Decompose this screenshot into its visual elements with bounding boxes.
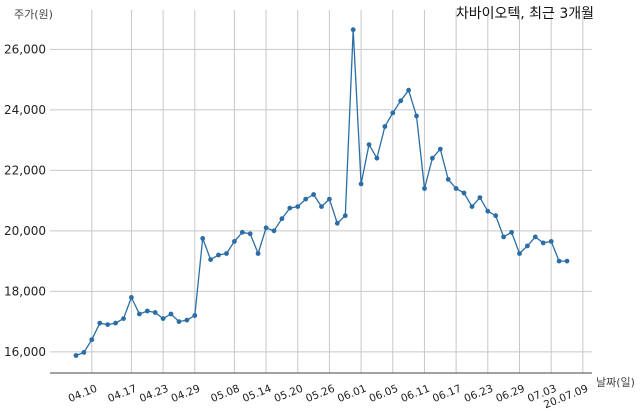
data-point <box>430 155 435 161</box>
data-point <box>224 251 229 256</box>
data-point <box>327 196 332 202</box>
data-point <box>319 204 324 210</box>
x-tick-label: 06.23 <box>463 383 495 405</box>
data-point <box>501 234 506 240</box>
data-point <box>532 234 538 240</box>
data-point <box>517 251 522 256</box>
data-point <box>232 239 237 244</box>
data-point <box>295 204 301 210</box>
data-point <box>437 146 443 152</box>
price-points <box>73 27 570 358</box>
y-tick-label: 26,000 <box>4 42 46 56</box>
x-tick-label: 06.17 <box>431 383 463 405</box>
data-point <box>81 350 87 355</box>
x-axis-title: 날짜(일) <box>596 375 635 389</box>
data-point <box>239 229 245 235</box>
data-point <box>342 213 348 219</box>
data-point <box>287 205 293 211</box>
data-point <box>192 313 198 318</box>
x-tick-label: 05.20 <box>272 383 304 405</box>
x-tick-label: 06.29 <box>494 383 526 405</box>
data-point <box>453 186 459 191</box>
y-tick-label: 24,000 <box>4 103 46 117</box>
x-tick-label: 05.08 <box>209 383 241 405</box>
data-point <box>374 155 380 161</box>
data-point <box>168 311 174 317</box>
data-point <box>525 243 530 249</box>
data-point <box>493 213 499 219</box>
grid-lines <box>50 10 592 373</box>
data-point <box>366 142 372 148</box>
data-point <box>97 320 103 326</box>
data-point <box>548 239 554 244</box>
y-tick-labels: 16,000 18,000 20,000 22,000 24,000 26,000 <box>4 42 46 359</box>
data-point <box>160 316 166 321</box>
y-tick-label: 22,000 <box>4 163 46 177</box>
data-point <box>358 181 364 187</box>
data-point <box>247 231 253 237</box>
data-point <box>556 258 562 264</box>
y-tick-label: 16,000 <box>4 345 46 359</box>
data-point <box>113 320 118 326</box>
y-axis-title: 주가(원) <box>14 8 53 21</box>
data-point <box>176 319 182 324</box>
x-tick-label: 06.05 <box>368 383 400 405</box>
data-point <box>564 258 570 264</box>
x-tick-label: 04.17 <box>106 383 138 405</box>
x-tick-label: 04.29 <box>170 383 202 405</box>
data-point <box>152 310 158 315</box>
data-point <box>184 317 190 323</box>
data-point <box>263 225 269 231</box>
data-point <box>509 229 514 235</box>
data-point <box>398 98 404 104</box>
data-point <box>461 190 467 196</box>
chart-title: 차바이오텍, 최근 3개월 <box>456 6 594 22</box>
data-point <box>200 236 206 241</box>
data-point <box>334 220 340 226</box>
data-point <box>89 337 95 343</box>
data-point <box>390 110 396 116</box>
data-point <box>137 311 142 317</box>
price-line <box>75 29 567 357</box>
data-point <box>414 113 419 119</box>
y-tick-label: 18,000 <box>4 284 46 298</box>
x-tick-label: 05.26 <box>304 383 337 406</box>
x-tick-label: 06.01 <box>336 383 368 405</box>
data-point <box>311 192 316 197</box>
data-point <box>255 251 261 256</box>
data-point <box>121 316 126 321</box>
data-point <box>144 308 150 314</box>
data-point <box>540 240 546 246</box>
data-point <box>73 353 79 358</box>
data-point <box>350 27 356 33</box>
x-tick-label: 05.14 <box>241 383 274 406</box>
x-tick-label: 04.23 <box>138 383 170 405</box>
x-tick-label: 06.11 <box>399 383 431 405</box>
data-point <box>208 257 214 262</box>
data-point <box>477 195 483 201</box>
data-point <box>105 322 111 327</box>
data-point <box>422 186 427 191</box>
y-tick-label: 20,000 <box>4 224 46 238</box>
data-point <box>445 177 451 182</box>
data-point <box>129 295 134 300</box>
data-point <box>485 208 491 214</box>
data-point <box>216 252 221 258</box>
data-point <box>279 216 285 222</box>
data-point <box>382 124 388 129</box>
data-point <box>271 228 277 234</box>
data-point <box>303 196 309 202</box>
x-tick-labels: 04.10 04.17 04.23 04.29 05.08 05.14 05.20 05.26… <box>67 383 590 412</box>
x-tick-label: 04.10 <box>67 383 99 405</box>
data-point <box>406 87 411 93</box>
data-point <box>469 204 475 210</box>
